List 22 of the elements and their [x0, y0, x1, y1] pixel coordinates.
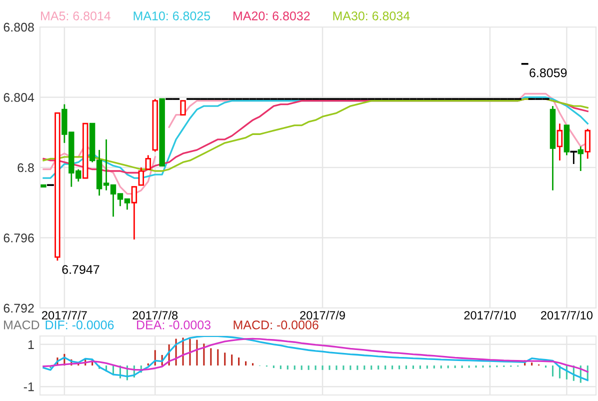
- chart-title: MACD: [4, 320, 40, 330]
- y-tick-label: 1: [28, 340, 34, 349]
- y-tick-label: -1: [24, 382, 34, 392]
- x-tick-label: 2017/7/9: [300, 310, 345, 320]
- y-tick-label: 6.804: [4, 93, 34, 102]
- y-tick-label: 6.792: [4, 304, 34, 313]
- x-tick-label: 2017/7/10: [464, 310, 516, 320]
- text: MA20: 6.8032: [234, 12, 310, 20]
- annotation: 6.8059: [530, 68, 567, 78]
- x-tick-label: 2017/7/8: [132, 310, 178, 320]
- series-label: MACD: -0.0006: [234, 320, 318, 330]
- series-label: DEA: -0.0003: [137, 320, 210, 330]
- text: MA30: 6.8034: [333, 12, 410, 20]
- text: DIF: -0.0006: [46, 320, 114, 330]
- y-tick-label: 6.8: [18, 163, 34, 172]
- x-tick-label: 2017/7/10: [541, 310, 592, 320]
- y-tick-label: 6.808: [4, 22, 34, 32]
- text: MA5: 6.8014: [41, 12, 111, 20]
- y-tick-label: 6.796: [4, 234, 34, 242]
- x-tick-label: 2017/7/7: [42, 310, 87, 320]
- annotation: 6.7947: [62, 265, 100, 274]
- text: MA10: 6.8025: [134, 12, 210, 20]
